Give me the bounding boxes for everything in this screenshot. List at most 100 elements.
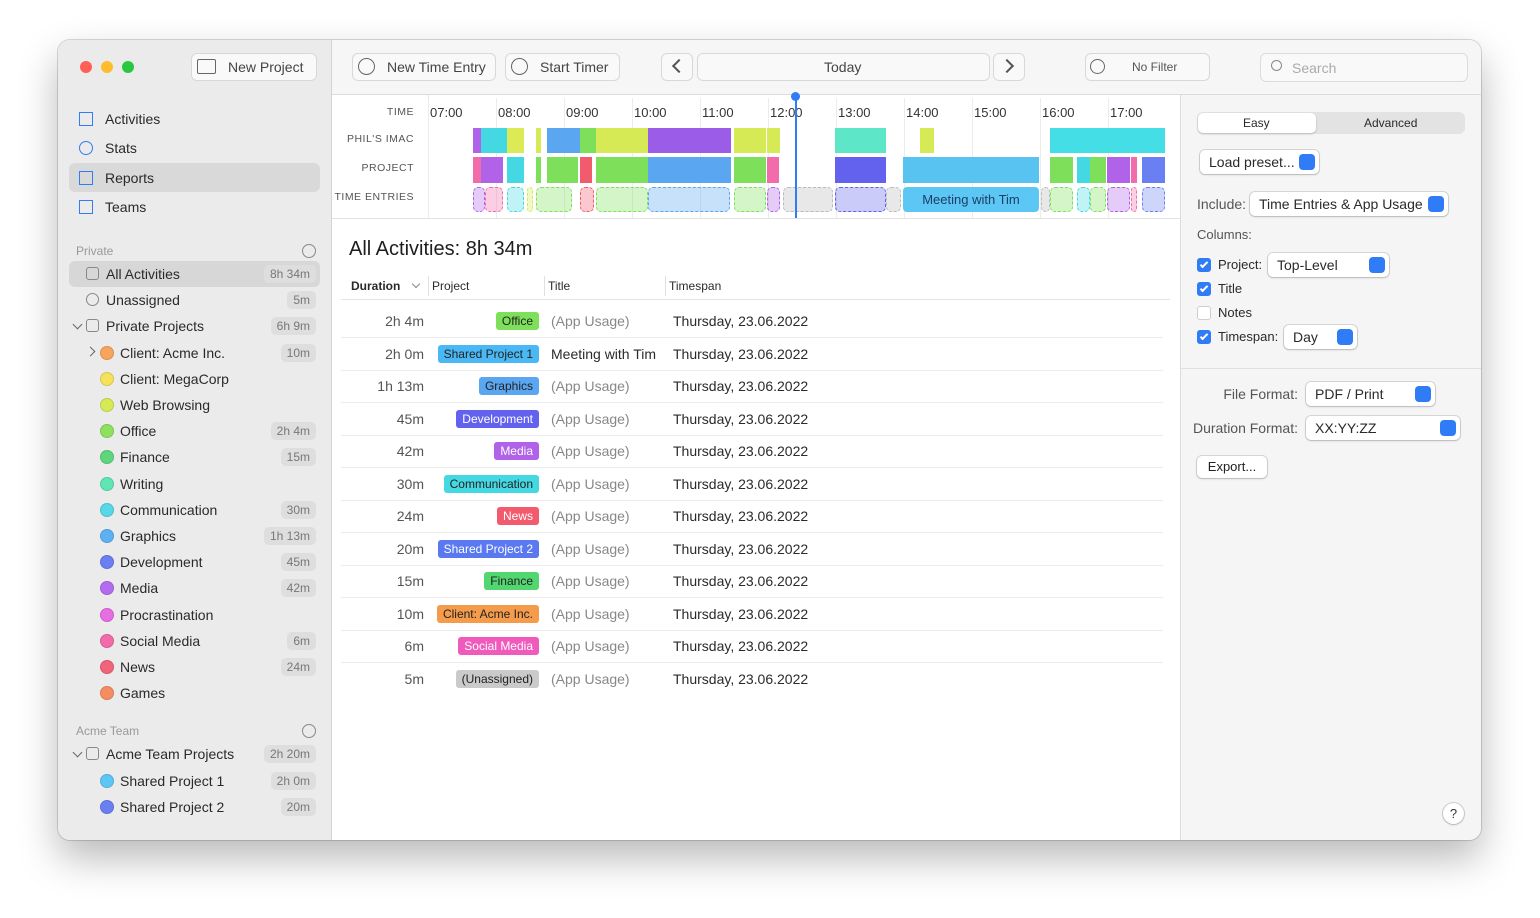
today-label[interactable]: Today [824, 59, 862, 75]
export-button[interactable]: Export... [1197, 456, 1267, 478]
column-header[interactable]: Duration [351, 279, 401, 293]
project-block [473, 157, 481, 183]
row-timespan: Thursday, 23.06.2022 [673, 670, 809, 687]
row-separator [341, 662, 1163, 663]
checkbox[interactable] [1197, 282, 1211, 296]
row-separator [341, 499, 1163, 501]
sidebar-item[interactable]: Games [120, 685, 166, 702]
today-button[interactable] [697, 53, 990, 81]
sidebar-item[interactable]: Writing [120, 475, 164, 492]
row-timespan: Thursday, 23.06.2022 [673, 508, 809, 524]
sidebar-item[interactable]: Web Browsing [120, 397, 211, 413]
time-entry-slot[interactable] [580, 187, 594, 212]
filter-label[interactable]: No Filter [1132, 60, 1178, 74]
current-time-line [795, 95, 797, 218]
time-entry-slot[interactable] [1107, 187, 1130, 212]
time-entry-slot[interactable] [1041, 187, 1050, 212]
time-entry-slot[interactable] [507, 187, 524, 212]
add-button[interactable] [302, 244, 316, 258]
sidebar-item[interactable]: Client: MegaCorp [120, 370, 229, 387]
sidebar-item[interactable]: Shared Project 2 [120, 798, 225, 815]
popup-arrows [1337, 329, 1353, 345]
project-block [481, 157, 503, 183]
time-entry-slot[interactable] [1050, 187, 1073, 212]
project-tag: Social Media [458, 637, 539, 655]
new-time-entry-button[interactable] [352, 53, 496, 81]
include-popup[interactable] [1250, 192, 1448, 216]
window-control[interactable] [122, 61, 134, 73]
add-button[interactable] [302, 724, 316, 739]
time-entry-slot[interactable] [536, 187, 572, 212]
project-tag: Shared Project 1 [437, 344, 539, 363]
mode-option[interactable]: Easy [1243, 116, 1270, 130]
time-entry-slot[interactable] [734, 187, 766, 212]
nav-item[interactable]: Activities [105, 111, 161, 127]
time-entry-slot[interactable] [527, 187, 533, 212]
time-entry-slot[interactable] [1077, 187, 1090, 212]
time-entry-slot[interactable] [1131, 187, 1137, 212]
time-entry-slot[interactable] [1090, 187, 1106, 212]
sidebar-item[interactable]: Finance [120, 449, 170, 466]
window-control[interactable] [80, 61, 92, 73]
next-day-button[interactable] [993, 53, 1025, 81]
checkbox[interactable] [1197, 306, 1211, 320]
row-duration: 2h 4m [385, 313, 424, 329]
window-control[interactable] [101, 61, 113, 73]
previous-day-button[interactable] [661, 53, 693, 81]
duration-format-popup[interactable] [1306, 416, 1460, 440]
sidebar-item[interactable]: All Activities [106, 266, 180, 282]
mode-selected[interactable] [1198, 113, 1316, 133]
sidebar-item[interactable]: News [120, 659, 156, 675]
column-header[interactable]: Timespan [669, 279, 722, 293]
sidebar-item[interactable]: Client: Acme Inc. [120, 344, 226, 361]
column-header[interactable]: Project [432, 279, 470, 293]
project-dot [100, 555, 114, 570]
nav-item[interactable]: Stats [105, 140, 137, 156]
project-tag: News [496, 507, 539, 525]
time-entry-label[interactable]: Meeting with Tim [922, 192, 1020, 207]
sidebar-item[interactable]: Unassigned [106, 292, 180, 309]
project-block [1077, 157, 1090, 183]
filter-button[interactable] [1085, 53, 1210, 81]
sidebar-item[interactable]: Media [120, 580, 159, 597]
time-entry-slot[interactable] [473, 187, 485, 212]
nav-icon [79, 112, 93, 126]
row-title: (App Usage) [551, 475, 630, 492]
nav-item[interactable]: Reports [105, 170, 155, 186]
start-timer-button[interactable] [505, 53, 620, 81]
sidebar-item[interactable]: Development [120, 554, 203, 571]
sidebar-item[interactable]: Shared Project 1 [120, 772, 225, 789]
checkbox[interactable] [1197, 330, 1211, 344]
hour-label: 17:00 [1110, 105, 1143, 120]
time-entry-slot[interactable] [886, 187, 901, 212]
sidebar-item[interactable]: Office [120, 423, 157, 440]
new-project-button[interactable] [191, 53, 317, 81]
mode-option[interactable]: Advanced [1364, 116, 1418, 130]
sidebar-item[interactable]: Procrastination [120, 606, 214, 623]
time-entry-slot[interactable] [1142, 187, 1165, 212]
sidebar-item[interactable]: Graphics [120, 528, 177, 544]
search-field[interactable] [1260, 53, 1468, 82]
nav-item[interactable]: Teams [105, 199, 147, 215]
sidebar-item[interactable]: Communication [120, 501, 218, 518]
row-duration: 20m [396, 540, 424, 557]
time-entry-slot[interactable] [485, 187, 503, 212]
sidebar-item[interactable]: Acme Team Projects [106, 746, 235, 763]
duration-badge: 30m [280, 500, 316, 519]
sidebar-item[interactable]: Social Media [120, 632, 201, 649]
sidebar-item[interactable]: Private Projects [106, 318, 205, 335]
time-entry-slot[interactable] [783, 187, 833, 212]
popup-arrows [1415, 386, 1431, 402]
help-button[interactable]: ? [1443, 803, 1464, 824]
row-timespan: Thursday, 23.06.2022 [673, 378, 809, 394]
time-entry-slot[interactable] [596, 187, 648, 212]
time-entry-slot[interactable] [648, 187, 730, 212]
row-title: (App Usage) [551, 410, 630, 427]
app-usage-block [507, 128, 524, 153]
time-entry-slot[interactable] [767, 187, 780, 212]
column-popup[interactable] [1268, 253, 1389, 277]
checkbox[interactable] [1197, 258, 1211, 272]
time-entry-slot[interactable] [835, 187, 886, 212]
file-format-popup[interactable] [1306, 382, 1435, 406]
column-header[interactable]: Title [548, 279, 571, 293]
